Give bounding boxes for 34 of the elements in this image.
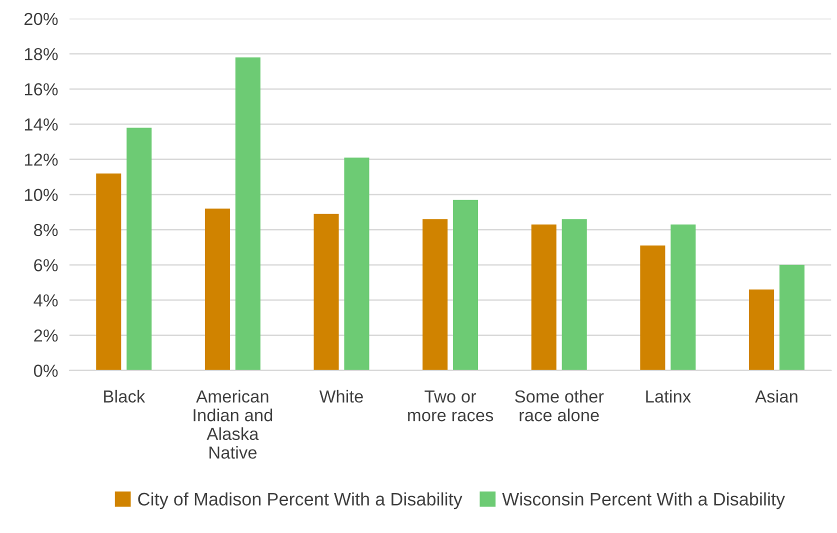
bar xyxy=(344,158,370,370)
bar xyxy=(235,57,260,370)
legend-label: City of Madison Percent With a Disability xyxy=(138,492,462,510)
x-tick-label: American Indian and Alaska Native xyxy=(194,390,272,459)
bar xyxy=(562,219,587,370)
y-tick-label: 14% xyxy=(24,118,58,131)
x-tick-label: Black xyxy=(104,390,146,403)
x-tick-label: Latinx xyxy=(646,390,691,403)
bar xyxy=(96,173,122,370)
y-tick-label: 12% xyxy=(24,154,58,166)
y-tick-label: 2% xyxy=(34,329,58,342)
bar xyxy=(779,264,804,370)
bar xyxy=(126,128,152,370)
bar xyxy=(204,208,230,370)
x-tick-label: Two or more races xyxy=(408,390,494,422)
y-tick-label: 18% xyxy=(24,48,58,60)
bar xyxy=(453,200,478,370)
bar xyxy=(422,219,448,370)
x-tick-label: White xyxy=(319,390,363,403)
bar xyxy=(314,214,339,370)
y-tick-label: 8% xyxy=(34,224,58,236)
y-tick-label: 20% xyxy=(24,12,58,26)
legend-label: Wisconsin Percent With a Disability xyxy=(502,492,785,510)
y-tick-label: 16% xyxy=(24,83,58,96)
x-tick-label: Some other race alone xyxy=(515,390,604,422)
y-tick-label: 6% xyxy=(34,259,58,272)
y-tick-label: 10% xyxy=(24,188,58,202)
bar xyxy=(748,290,774,370)
x-tick-label: Asian xyxy=(755,390,798,403)
bar xyxy=(531,224,556,370)
y-tick-label: 4% xyxy=(34,294,58,306)
bar xyxy=(640,246,666,370)
bar xyxy=(670,224,696,370)
y-tick-label: 0% xyxy=(34,364,58,377)
